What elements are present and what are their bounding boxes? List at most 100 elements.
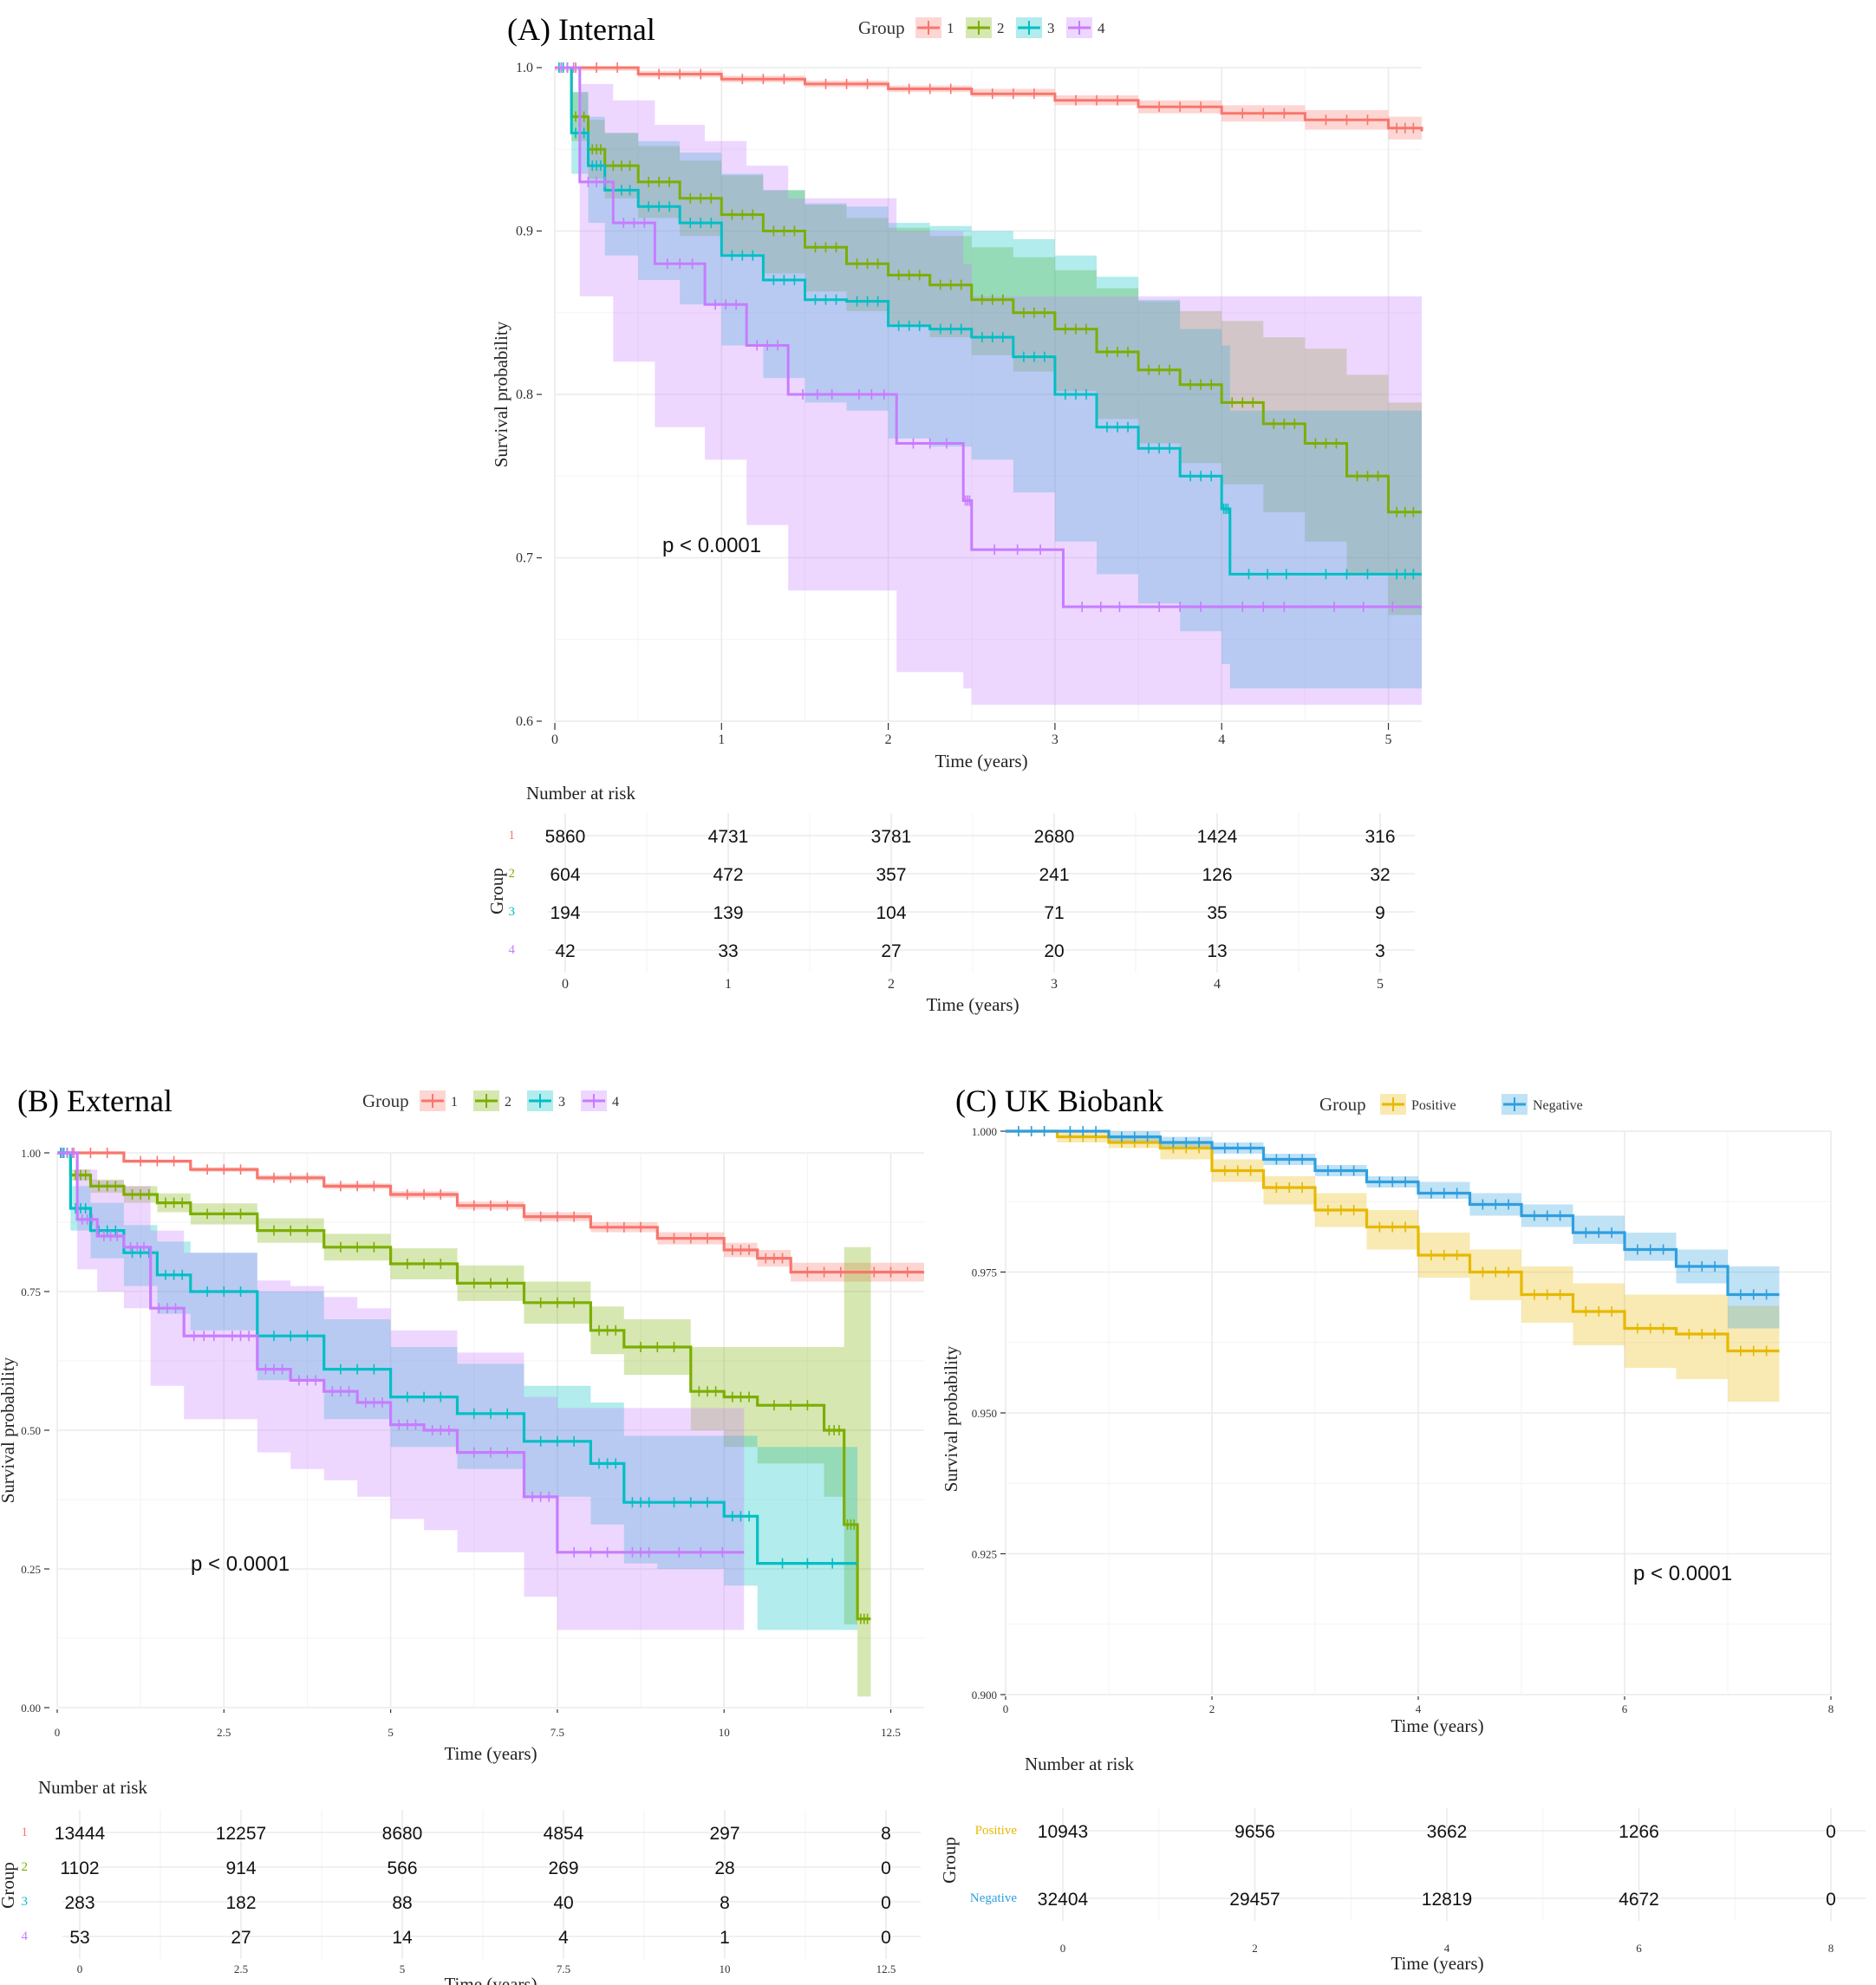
risk-count: 194 (550, 903, 580, 923)
gridlines (56, 1152, 924, 1708)
risk-time-label: 3 (1051, 977, 1058, 992)
legend-item-1: 1 (915, 17, 954, 38)
panel-title: (A) Internal (507, 12, 655, 47)
risk-count: 3 (1375, 941, 1385, 961)
x-tick-label: 1 (718, 732, 725, 747)
risk-count: 32404 (1038, 1890, 1089, 1910)
risk-count: 0 (881, 1858, 891, 1878)
y-tick-label: 0.950 (972, 1407, 997, 1420)
risk-count: 316 (1365, 827, 1395, 847)
risk-count: 20 (1044, 941, 1064, 961)
survival-curve-1 (57, 1151, 924, 1274)
ci-band-4 (57, 1153, 745, 1630)
risk-row-label: 2 (509, 867, 516, 881)
risk-table: Number at risk Positive 10943 9656 3662 1266 0… (939, 1754, 1866, 1974)
risk-table-title: Number at risk (38, 1777, 147, 1798)
risk-row-label: 3 (509, 905, 516, 919)
legend-label: Negative (1533, 1098, 1583, 1113)
legend-title: Group (1319, 1094, 1366, 1115)
risk-row-label: 4 (22, 1930, 29, 1943)
legend-label: 3 (1047, 20, 1055, 36)
panel-title: (C) UK Biobank (955, 1084, 1163, 1118)
risk-count: 1102 (60, 1858, 99, 1878)
x-tick-label: 6 (1622, 1702, 1628, 1715)
y-axis-title: Survival probability (941, 1345, 961, 1492)
legend-item-3: 3 (527, 1090, 565, 1111)
legend-label: 1 (451, 1095, 458, 1110)
risk-count: 566 (387, 1858, 417, 1878)
legend-item-2: 2 (966, 17, 1005, 38)
survival-curve-1 (555, 66, 1423, 132)
ci-band-1 (57, 1153, 924, 1282)
risk-row-label: 3 (22, 1895, 29, 1909)
risk-count: 3781 (871, 827, 912, 847)
censor-marks-negative (1018, 1126, 1768, 1300)
legend: Group 1 2 3 4 (858, 17, 1105, 38)
legend-label: 3 (558, 1095, 565, 1110)
risk-count: 12257 (216, 1824, 266, 1844)
gridlines (1005, 1130, 1832, 1695)
risk-count: 269 (548, 1858, 578, 1878)
x-axis-title: Time (years) (935, 751, 1027, 771)
legend-item-positive: Positive (1380, 1094, 1456, 1115)
y-tick-label: 1.000 (972, 1125, 997, 1138)
risk-count: 297 (709, 1824, 739, 1844)
legend-label: 1 (947, 20, 954, 36)
risk-time-label: 10 (720, 1962, 731, 1975)
x-tick-label: 4 (1416, 1702, 1422, 1715)
panel-title: (B) External (17, 1084, 173, 1118)
risk-time-label: 7.5 (557, 1962, 570, 1975)
risk-count: 13444 (55, 1824, 106, 1844)
risk-table-x-title: Time (years) (444, 1974, 537, 1985)
risk-table-group-label: Group (939, 1837, 960, 1884)
y-tick-label: 0.900 (972, 1689, 997, 1702)
risk-count: 604 (550, 865, 580, 885)
legend-item-4: 4 (581, 1090, 619, 1111)
risk-count: 0 (1826, 1890, 1836, 1910)
risk-count: 139 (713, 903, 743, 923)
x-tick-label: 3 (1052, 732, 1059, 747)
censor-marks-1 (73, 1148, 909, 1278)
risk-time-label: 5 (400, 1962, 406, 1975)
legend-label: 4 (1098, 20, 1105, 36)
risk-row-label: 2 (22, 1860, 29, 1874)
risk-table-title: Number at risk (1025, 1754, 1134, 1774)
y-tick-label: 0.6 (516, 714, 533, 729)
y-tick-label: 0.9 (516, 225, 533, 239)
risk-time-label: 4 (1214, 977, 1221, 992)
ci-band-3 (555, 68, 1422, 689)
risk-count: 914 (225, 1858, 256, 1878)
risk-count: 4731 (708, 827, 749, 847)
legend: Group Positive Negative (1319, 1094, 1583, 1115)
risk-time-label: 2 (1252, 1942, 1258, 1955)
risk-time-label: 4 (1444, 1942, 1450, 1955)
y-tick-label: 0.975 (972, 1266, 997, 1279)
x-tick-label: 5 (1385, 732, 1392, 747)
risk-count: 14 (392, 1928, 413, 1948)
ci-band-2 (555, 68, 1422, 615)
risk-table-x-title: Time (years) (926, 994, 1019, 1015)
legend-item-4: 4 (1066, 17, 1105, 38)
risk-time-label: 0 (562, 977, 569, 992)
risk-count: 0 (881, 1928, 891, 1948)
risk-count: 4854 (544, 1824, 584, 1844)
x-axis-title: Time (years) (444, 1743, 537, 1764)
y-tick-label: 0.25 (21, 1563, 41, 1576)
risk-table-x-title: Time (years) (1391, 1953, 1483, 1974)
risk-count: 0 (881, 1893, 891, 1913)
p-value-annotation: p < 0.0001 (1633, 1562, 1732, 1585)
censor-marks-1 (575, 62, 1415, 133)
survival-curve-4 (57, 1151, 745, 1554)
ci-band-2 (57, 1153, 871, 1697)
risk-time-label: 0 (1060, 1942, 1066, 1955)
risk-table-group-label: Group (0, 1862, 18, 1909)
risk-count: 0 (1826, 1822, 1836, 1842)
risk-count: 126 (1202, 865, 1232, 885)
y-tick-label: 0.8 (516, 387, 533, 402)
legend-label: 2 (997, 20, 1005, 36)
y-tick-label: 0.00 (21, 1702, 41, 1715)
risk-count: 8 (720, 1893, 730, 1913)
risk-time-label: 12.5 (876, 1962, 896, 1975)
risk-row-label: 1 (509, 829, 516, 843)
